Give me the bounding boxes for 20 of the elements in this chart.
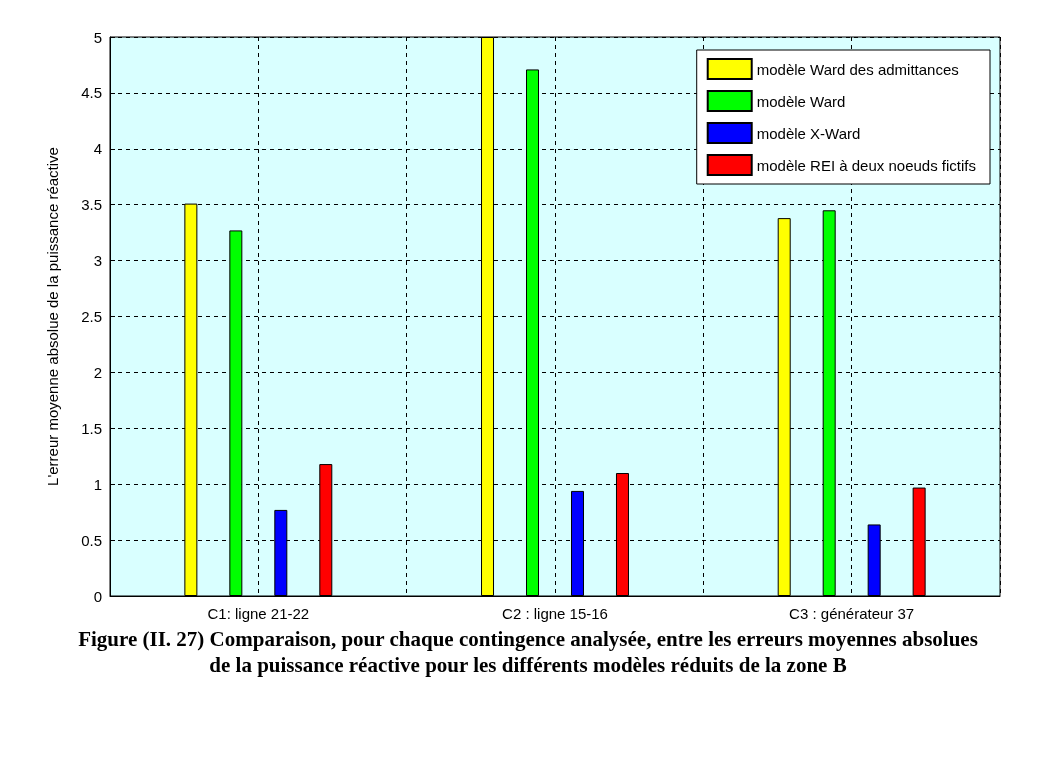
y-tick-label: 2 bbox=[93, 363, 102, 381]
legend-label: modèle REI à deux noeuds fictifs bbox=[756, 156, 977, 174]
legend-label: modèle Ward bbox=[756, 92, 846, 110]
text: Figure (II. 27) Comparaison, pour chaque contingence analysée, entre les erreurs moyennes absolues de la puissance réactive pour les différents modèles réduits de la zone B bbox=[77, 626, 979, 678]
y-tick-label: 1.5 bbox=[81, 419, 102, 437]
x-tick-label: C1: ligne 21-22 bbox=[207, 605, 310, 622]
legend-label: modèle Ward des admittances bbox=[756, 60, 959, 78]
legend-label: modèle X-Ward bbox=[756, 124, 861, 142]
y-tick-label: 2.5 bbox=[81, 308, 102, 325]
y-tick-label: 0 bbox=[93, 587, 102, 605]
y-tick-label: 4.5 bbox=[81, 84, 102, 102]
y-axis-title: L'erreur moyenne absolue de la puissance réactive bbox=[44, 147, 61, 486]
y-tick-label: 1 bbox=[93, 475, 102, 493]
y-tick-label: 0.5 bbox=[81, 531, 102, 549]
y-tick-label: 3 bbox=[93, 252, 102, 270]
y-tick-label: 5 bbox=[93, 28, 102, 46]
x-tick-label: C3 : générateur 37 bbox=[789, 605, 915, 622]
x-tick-label: C2 : ligne 15-16 bbox=[502, 605, 608, 622]
y-tick-label: 4 bbox=[93, 140, 102, 158]
y-tick-label: 3.5 bbox=[81, 196, 102, 214]
